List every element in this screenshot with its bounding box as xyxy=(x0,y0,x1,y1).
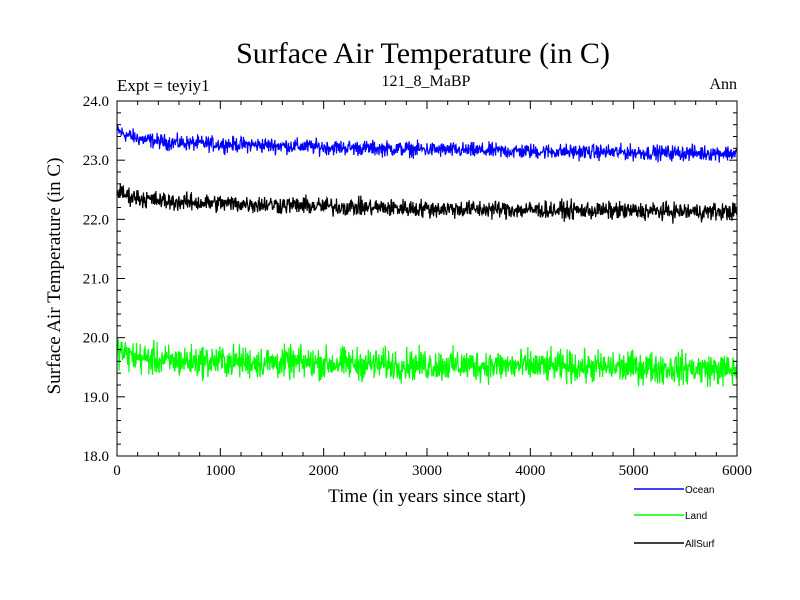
chart-subtitle: 121_8_MaBP xyxy=(382,73,471,90)
x-tick-label: 1000 xyxy=(205,463,235,479)
x-tick-label: 2000 xyxy=(309,463,339,479)
y-axis-label: Surface Air Temperature (in C) xyxy=(44,158,65,395)
experiment-label: Expt = teyiy1 xyxy=(117,76,210,95)
y-tick-label: 19.0 xyxy=(83,390,109,406)
chart-title: Surface Air Temperature (in C) xyxy=(236,37,610,70)
x-tick-label: 3000 xyxy=(412,463,442,479)
season-label: Ann xyxy=(709,76,737,93)
x-axis-label: Time (in years since start) xyxy=(328,486,526,507)
x-tick-label: 0 xyxy=(113,463,121,479)
legend-label-allsurf: AllSurf xyxy=(685,539,715,550)
legend: Ocean Land AllSurf xyxy=(634,485,715,550)
legend-label-ocean: Ocean xyxy=(685,485,714,496)
y-tick-label: 18.0 xyxy=(83,449,109,465)
y-tick-label: 21.0 xyxy=(83,272,109,288)
legend-label-land: Land xyxy=(685,511,707,522)
y-tick-labels: 18.0 19.0 20.0 21.0 22.0 23.0 24.0 xyxy=(83,94,109,465)
axis-ticks xyxy=(116,100,738,457)
series-line-land xyxy=(116,337,738,388)
y-tick-label: 22.0 xyxy=(83,212,109,228)
series-line-ocean xyxy=(116,124,738,163)
y-tick-label: 23.0 xyxy=(83,153,109,169)
series-line-allsurf xyxy=(116,183,738,224)
x-tick-labels: 0 1000 2000 3000 4000 5000 6000 xyxy=(113,463,752,479)
x-tick-label: 6000 xyxy=(722,463,752,479)
y-tick-label: 24.0 xyxy=(83,94,109,110)
x-tick-label: 5000 xyxy=(619,463,649,479)
x-tick-label: 4000 xyxy=(515,463,545,479)
y-tick-label: 20.0 xyxy=(83,331,109,347)
